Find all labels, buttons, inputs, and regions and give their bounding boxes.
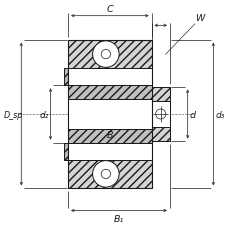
Text: B₁: B₁ xyxy=(114,214,124,223)
Polygon shape xyxy=(68,41,151,114)
Text: W: W xyxy=(194,14,203,23)
Text: d: d xyxy=(189,110,195,119)
Polygon shape xyxy=(63,69,68,86)
Circle shape xyxy=(92,42,119,68)
Text: d₃: d₃ xyxy=(215,110,224,119)
Polygon shape xyxy=(68,100,151,129)
Text: D_sp: D_sp xyxy=(4,110,23,119)
Polygon shape xyxy=(63,143,68,160)
Text: S: S xyxy=(71,101,76,110)
Polygon shape xyxy=(151,87,169,142)
Text: B: B xyxy=(106,131,113,139)
Polygon shape xyxy=(151,102,169,127)
Circle shape xyxy=(92,161,119,187)
Polygon shape xyxy=(68,114,151,143)
Text: d₂: d₂ xyxy=(40,110,49,119)
Polygon shape xyxy=(68,114,151,188)
Text: C: C xyxy=(106,5,113,14)
Polygon shape xyxy=(68,86,151,114)
